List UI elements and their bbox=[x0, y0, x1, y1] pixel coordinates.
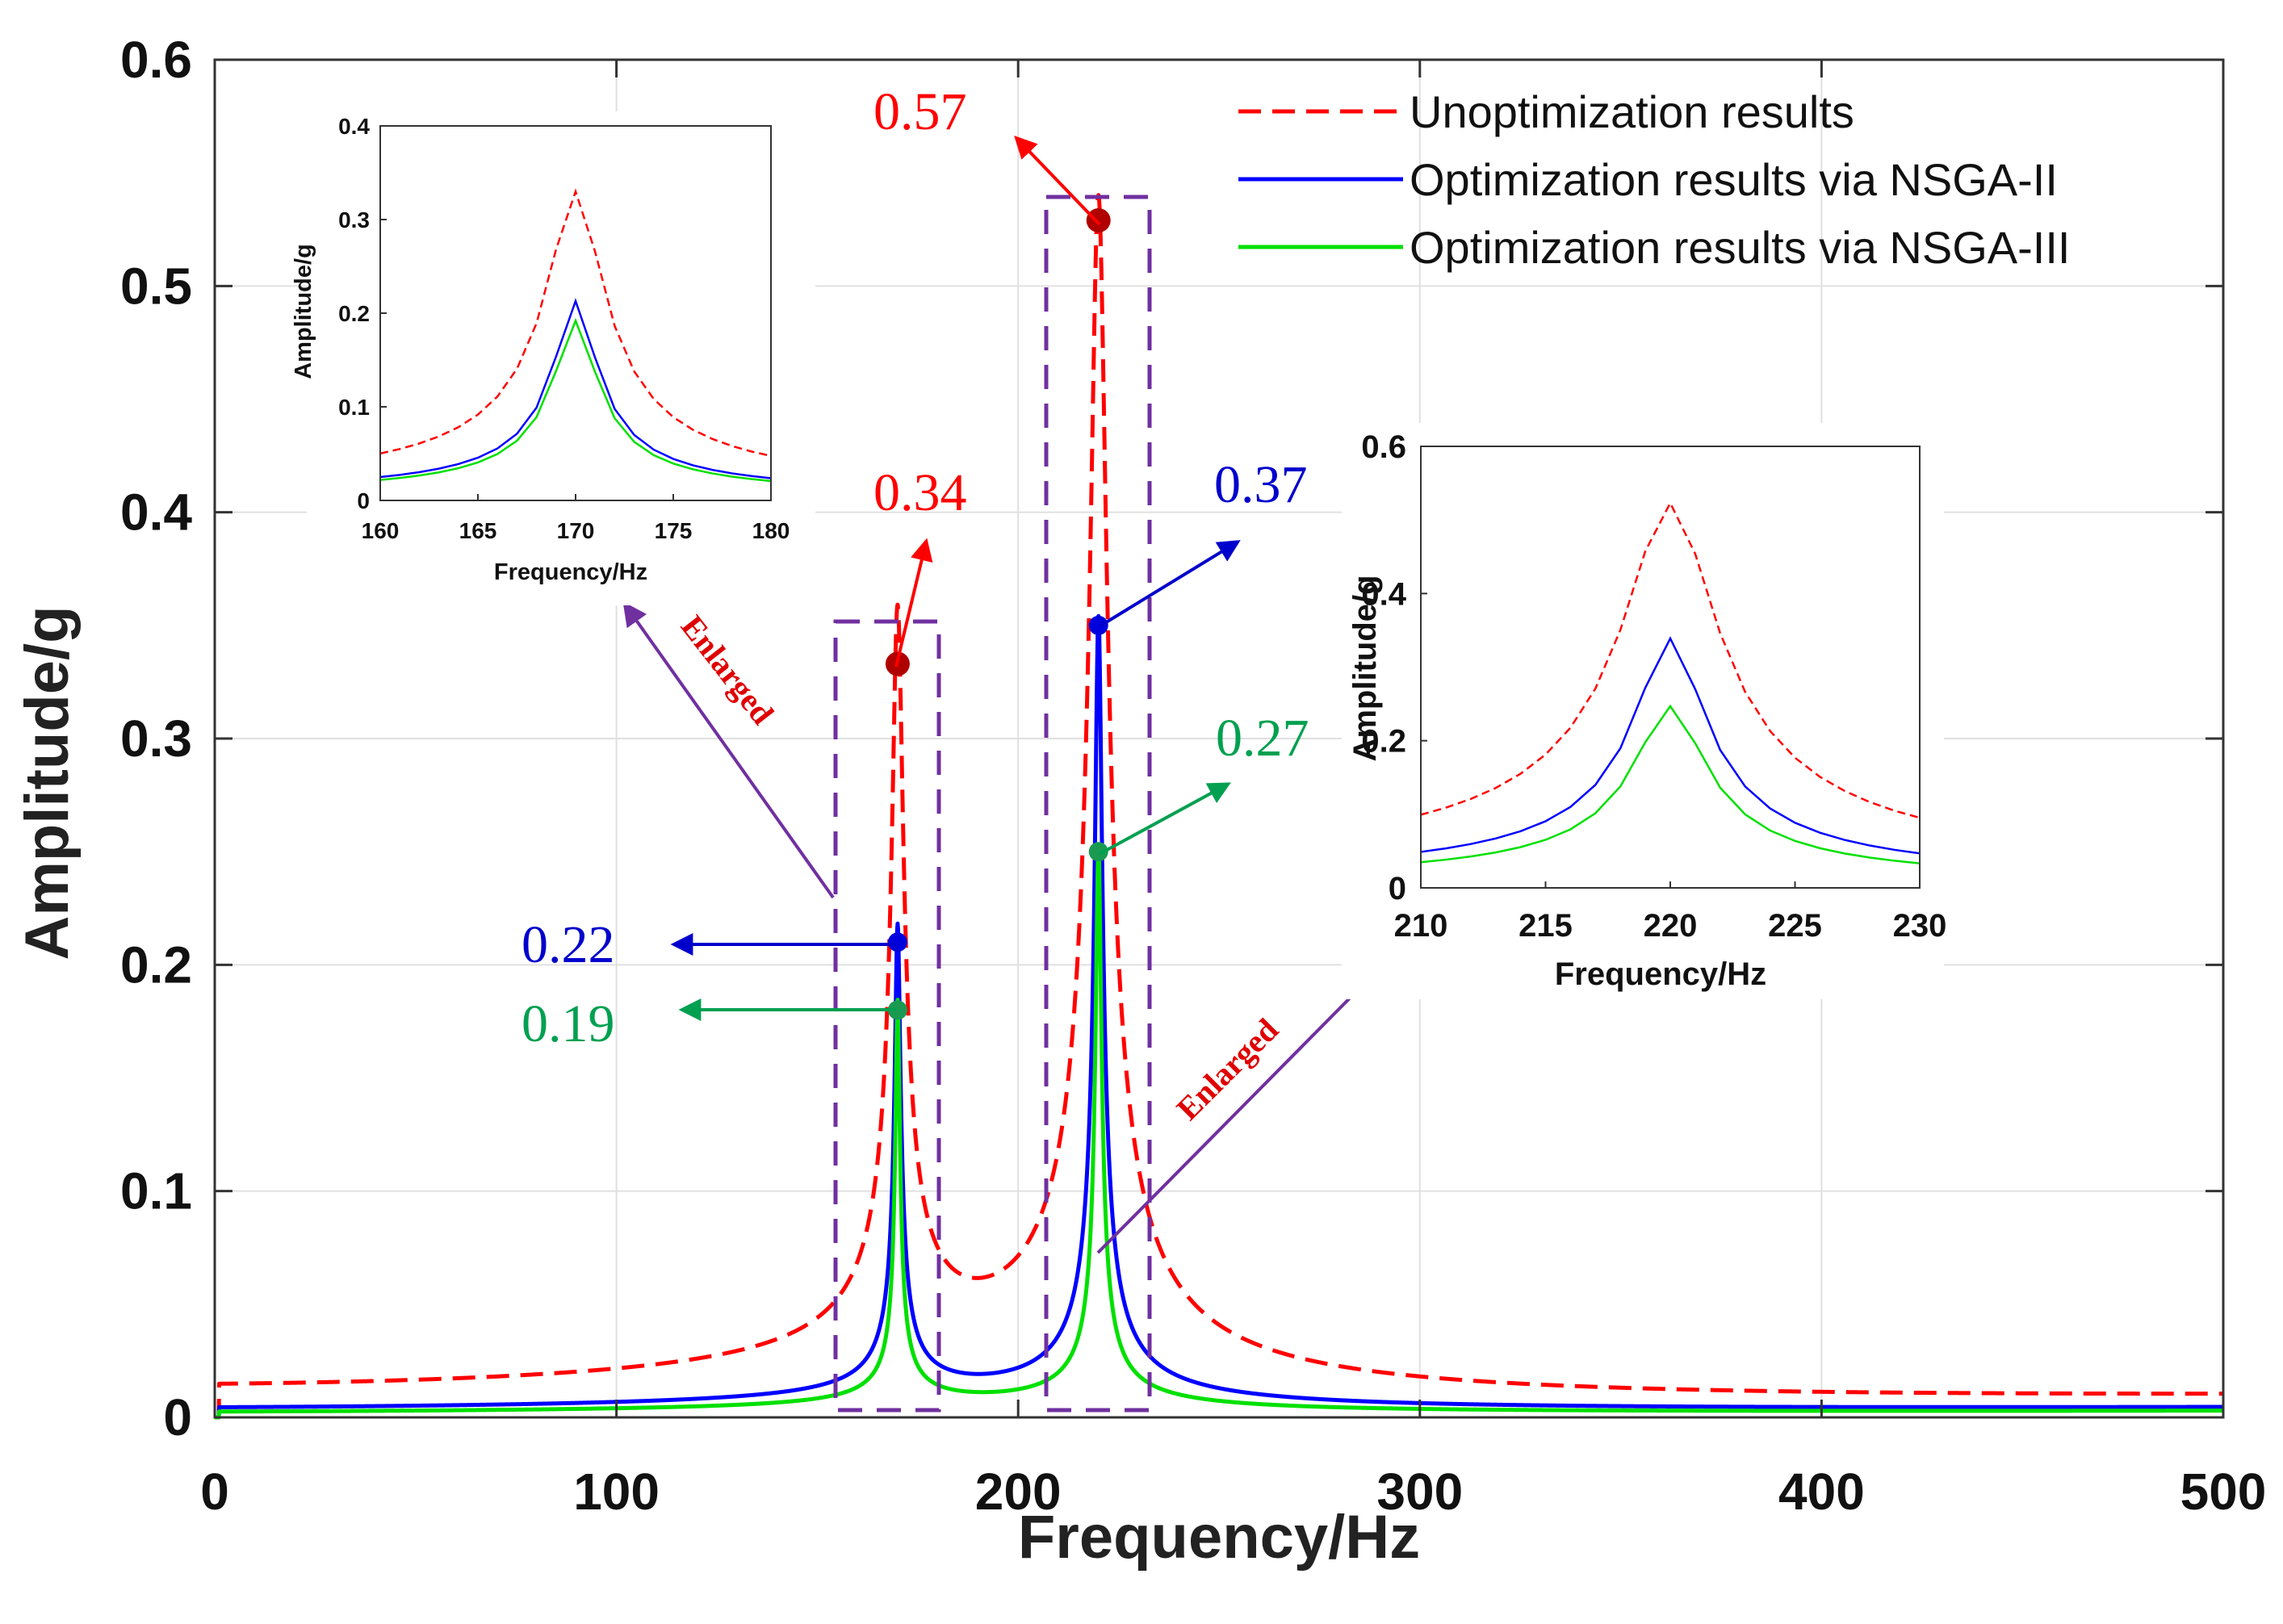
main-x-axis-title: Frequency/Hz bbox=[1018, 1503, 1420, 1572]
zoom-box-170hz bbox=[833, 619, 941, 1413]
callout-034: 0.34 bbox=[873, 463, 967, 522]
enlarged-label-right: Enlarged bbox=[1170, 1011, 1285, 1127]
legend-label-nsga3: Optimization results via NSGA-III bbox=[1410, 222, 2070, 273]
inset1-y-tick-label: 0.2 bbox=[338, 301, 370, 326]
arrow-037 bbox=[1098, 540, 1241, 628]
inset2-x-tick-label: 210 bbox=[1394, 908, 1448, 944]
main-y-tick-label: 0.5 bbox=[120, 257, 192, 315]
main-x-tick-label: 400 bbox=[1778, 1463, 1865, 1521]
inset2-x-axis-title: Frequency/Hz bbox=[1555, 956, 1766, 992]
main-series-group bbox=[213, 193, 2225, 1420]
inset2-x-tick-label: 215 bbox=[1519, 908, 1573, 944]
peak-marker bbox=[887, 932, 907, 952]
inset1-y-tick-label: 0.1 bbox=[338, 395, 370, 420]
peak-marker bbox=[1086, 208, 1111, 233]
main-x-tick-label: 500 bbox=[2180, 1463, 2267, 1521]
callout-037: 0.37 bbox=[1214, 455, 1308, 514]
main-y-tick-label: 0.3 bbox=[120, 709, 192, 768]
inset-220hz: 210 215 220 225 230 0 0.2 0.4 0.6 bbox=[1361, 429, 1946, 944]
peak-marker bbox=[1088, 615, 1108, 635]
main-x-tick-label: 300 bbox=[1376, 1463, 1463, 1521]
inset1-x-tick-label: 160 bbox=[362, 518, 400, 543]
inset2-x-tick-label: 225 bbox=[1768, 908, 1822, 944]
inset2-y-tick-label: 0 bbox=[1389, 871, 1406, 906]
inset1-x-tick-label: 180 bbox=[752, 518, 790, 543]
inset2-background bbox=[1342, 423, 1944, 999]
callout-022: 0.22 bbox=[522, 915, 615, 974]
arrow-057 bbox=[1014, 135, 1101, 226]
peak-markers bbox=[885, 208, 1111, 1020]
inset1-y-tick-label: 0.4 bbox=[338, 114, 370, 139]
main-y-tick-label: 0 bbox=[163, 1388, 192, 1446]
legend: Unoptimization results Optimization resu… bbox=[1238, 86, 2070, 273]
callout-027: 0.27 bbox=[1216, 709, 1309, 768]
inset2-x-tick-label: 220 bbox=[1644, 908, 1698, 944]
main-gridlines bbox=[215, 60, 2223, 1417]
series-line-nsga3 bbox=[213, 843, 2225, 1420]
legend-label-unoptimized: Unoptimization results bbox=[1410, 86, 1854, 137]
arrow-enlarged-left bbox=[622, 601, 835, 899]
arrow-enlarged-right bbox=[1096, 948, 1399, 1254]
peak-marker bbox=[887, 1000, 907, 1020]
main-x-tick-label: 0 bbox=[200, 1463, 229, 1521]
series-line-unoptimized bbox=[213, 193, 2225, 1420]
zoom-box-220hz bbox=[1044, 195, 1152, 1413]
main-y-axis-title: Amplitude/g bbox=[13, 605, 82, 960]
inset2-y-tick-label: 0.2 bbox=[1361, 724, 1406, 760]
inset1-series-unoptimized bbox=[379, 188, 772, 458]
series-line-nsga2 bbox=[213, 613, 2225, 1420]
inset1-series-nsga2 bbox=[379, 298, 772, 479]
inset2-x-tick-label: 230 bbox=[1893, 908, 1947, 944]
inset2-y-tick-label: 0.4 bbox=[1361, 576, 1406, 612]
enlarged-label-left: Enlarged bbox=[674, 609, 781, 731]
main-y-tick-label: 0.2 bbox=[120, 935, 192, 994]
inset1-y-axis-title: Amplitude/g bbox=[291, 244, 316, 379]
main-y-tick-label: 0.1 bbox=[120, 1162, 192, 1220]
main-y-tick-label: 0.6 bbox=[120, 31, 192, 89]
callout-019: 0.19 bbox=[522, 994, 615, 1053]
inset2-y-tick-label: 0.6 bbox=[1361, 429, 1406, 465]
inset1-y-tick-label: 0 bbox=[357, 488, 370, 513]
main-x-tick-label: 100 bbox=[573, 1463, 660, 1521]
inset1-y-tick-label: 0.3 bbox=[338, 207, 370, 232]
callout-057: 0.57 bbox=[873, 82, 967, 141]
main-axes: 0 100 200 300 400 500 0 0.1 0.2 0.3 0.4 0.5 0.6 bbox=[120, 31, 2266, 1521]
inset2-y-axis-title: Amplitude/g bbox=[1347, 575, 1383, 761]
inset1-series-nsga3 bbox=[379, 317, 772, 483]
inset1-x-axis-title: Frequency/Hz bbox=[494, 559, 647, 585]
peak-marker bbox=[1088, 842, 1108, 862]
inset-170hz: 160 165 170 175 180 0 0.1 0.2 0.3 0.4 bbox=[338, 114, 790, 543]
inset2-series-nsga2 bbox=[1420, 636, 1921, 855]
arrow-027 bbox=[1099, 782, 1231, 856]
main-y-tick-label: 0.4 bbox=[120, 483, 192, 542]
inset1-x-tick-label: 175 bbox=[655, 518, 693, 543]
main-x-tick-label: 200 bbox=[975, 1463, 1062, 1521]
inset1-x-tick-label: 165 bbox=[459, 518, 497, 543]
legend-label-nsga2: Optimization results via NSGA-II bbox=[1410, 154, 2058, 205]
arrow-034 bbox=[894, 538, 933, 668]
inset1-x-tick-label: 170 bbox=[557, 518, 595, 543]
inset2-series-nsga3 bbox=[1420, 704, 1921, 864]
